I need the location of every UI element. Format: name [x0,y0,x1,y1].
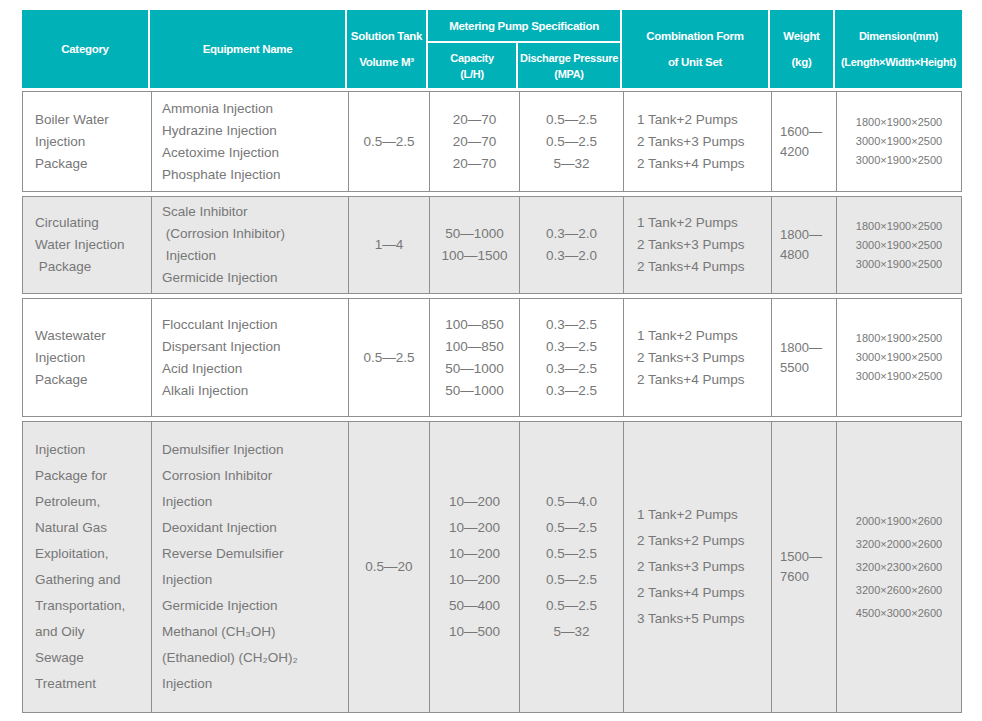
table-row-wastewater: Wastewater Injection Package Flocculant … [22,298,962,417]
cell-category: Circulating Water Injection Package [23,197,151,293]
cell-weight: 1600— 4200 [771,92,836,191]
table-row-boiler-water: Boiler Water Injection Package Ammonia I… [22,91,962,192]
page: Category Equipment Name Solution Tank Vo… [0,0,982,721]
cell-category: Wastewater Injection Package [23,299,151,416]
col-header-solution-tank: Solution Tank Volume M³ [347,10,428,88]
cell-discharge: 0.3—2.5 0.3—2.5 0.3—2.5 0.3—2.5 [519,299,623,416]
col-header-discharge-pressure: Discharge Pressure (MPA) [518,43,622,88]
cell-dimension: 1800×1900×2500 3000×1900×2500 3000×1900×… [836,197,961,293]
cell-category: Injection Package for Petroleum, Natural… [23,422,151,712]
cell-tank-volume: 1—4 [348,197,429,293]
col-header-capacity: Capacity (L/H) [428,43,518,88]
cell-weight: 1800— 5500 [771,299,836,416]
cell-weight: 1500— 7600 [771,422,836,712]
col-header-weight: Weight (kg) [770,10,835,88]
cell-capacity: 10—200 10—200 10—200 10—200 50—400 10—50… [429,422,519,712]
cell-discharge: 0.5—2.5 0.5—2.5 5—32 [519,92,623,191]
cell-equipment: Ammonia Injection Hydrazine Injection Ac… [151,92,348,191]
cell-tank-volume: 0.5—2.5 [348,92,429,191]
col-header-category: Category [22,10,150,88]
cell-discharge: 0.3—2.0 0.3—2.0 [519,197,623,293]
table-header-row: Category Equipment Name Solution Tank Vo… [22,10,962,88]
cell-discharge: 0.5—4.0 0.5—2.5 0.5—2.5 0.5—2.5 0.5—2.5 … [519,422,623,712]
cell-tank-volume: 0.5—20 [348,422,429,712]
cell-equipment: Flocculant Injection Dispersant Injectio… [151,299,348,416]
cell-combination: 1 Tank+2 Pumps 2 Tanks+3 Pumps 2 Tanks+4… [623,299,771,416]
cell-equipment: Demulsifier Injection Corrosion Inhibito… [151,422,348,712]
cell-capacity: 50—1000 100—1500 [429,197,519,293]
cell-combination: 1 Tank+2 Pumps 2 Tanks+3 Pumps 2 Tanks+4… [623,92,771,191]
cell-capacity: 100—850 100—850 50—1000 50—1000 [429,299,519,416]
col-header-combination-form: Combination Form of Unit Set [622,10,770,88]
cell-combination: 1 Tank+2 Pumps 2 Tanks+3 Pumps 2 Tanks+4… [623,197,771,293]
table-row-circulating-water: Circulating Water Injection Package Scal… [22,196,962,294]
cell-category: Boiler Water Injection Package [23,92,151,191]
cell-weight: 1800— 4800 [771,197,836,293]
col-header-equipment-name: Equipment Name [150,10,347,88]
equipment-spec-table: Category Equipment Name Solution Tank Vo… [22,10,962,717]
cell-equipment: Scale Inhibitor (Corrosion Inhibitor) In… [151,197,348,293]
cell-capacity: 20—70 20—70 20—70 [429,92,519,191]
table-row-petroleum-sewage: Injection Package for Petroleum, Natural… [22,421,962,713]
cell-combination: 1 Tank+2 Pumps 2 Tanks+2 Pumps 2 Tanks+3… [623,422,771,712]
cell-dimension: 2000×1900×2600 3200×2000×2600 3200×2300×… [836,422,961,712]
cell-dimension: 1800×1900×2500 3000×1900×2500 3000×1900×… [836,92,961,191]
cell-dimension: 1800×1900×2500 3000×1900×2500 3000×1900×… [836,299,961,416]
cell-tank-volume: 0.5—2.5 [348,299,429,416]
col-header-dimension: Dimension(mm) (Length×Width×Height) [835,10,962,88]
col-header-metering-pump-spec: Metering Pump Specification [428,10,622,43]
